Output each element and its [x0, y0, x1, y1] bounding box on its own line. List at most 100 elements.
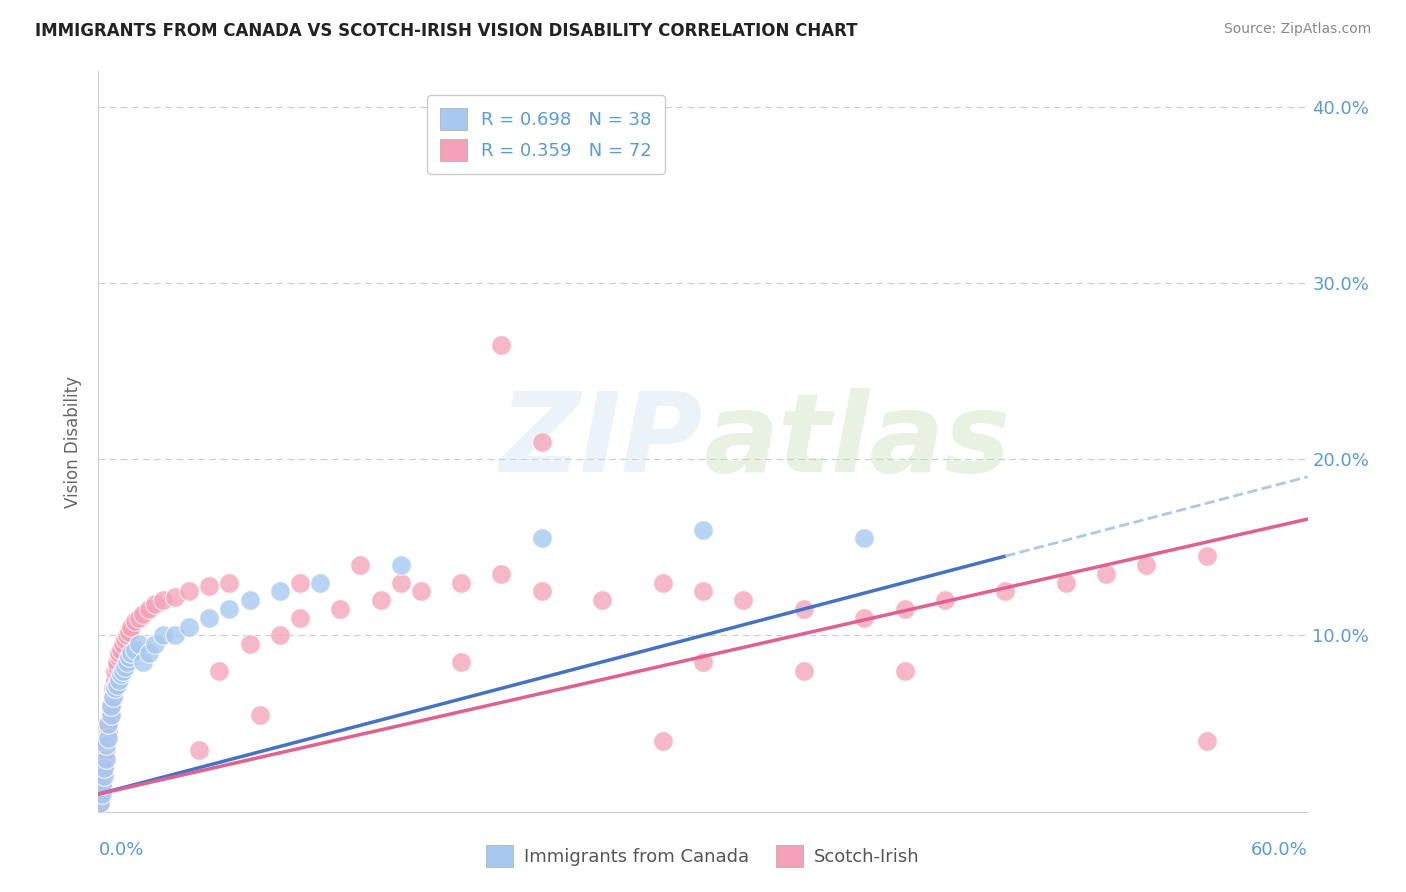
Point: [163, 590, 186, 604]
Point: [349, 558, 371, 572]
Point: [91, 778, 114, 792]
Point: [111, 637, 134, 651]
Point: [100, 707, 122, 722]
Point: [96, 752, 118, 766]
Point: [115, 628, 138, 642]
Point: [692, 523, 714, 537]
Point: [370, 593, 392, 607]
Point: [239, 593, 262, 607]
Point: [132, 607, 155, 622]
Point: [97, 725, 120, 739]
Point: [93, 752, 115, 766]
Text: IMMIGRANTS FROM CANADA VS SCOTCH-IRISH VISION DISABILITY CORRELATION CHART: IMMIGRANTS FROM CANADA VS SCOTCH-IRISH V…: [35, 22, 858, 40]
Point: [100, 698, 122, 713]
Point: [651, 575, 673, 590]
Point: [994, 584, 1017, 599]
Point: [530, 584, 553, 599]
Point: [100, 698, 122, 713]
Point: [107, 673, 129, 687]
Point: [105, 660, 128, 674]
Point: [103, 673, 125, 687]
Point: [110, 642, 132, 657]
Point: [124, 642, 146, 657]
Point: [733, 593, 755, 607]
Point: [1195, 734, 1218, 748]
Point: [1054, 575, 1077, 590]
Legend: Immigrants from Canada, Scotch-Irish: Immigrants from Canada, Scotch-Irish: [479, 838, 927, 874]
Point: [1095, 566, 1118, 581]
Text: ZIP: ZIP: [499, 388, 703, 495]
Point: [163, 628, 186, 642]
Point: [120, 619, 142, 633]
Point: [651, 734, 673, 748]
Point: [179, 584, 201, 599]
Point: [93, 761, 115, 775]
Point: [89, 796, 111, 810]
Point: [97, 731, 120, 745]
Point: [179, 619, 201, 633]
Point: [1195, 549, 1218, 563]
Point: [91, 778, 114, 792]
Point: [103, 681, 125, 696]
Point: [389, 558, 412, 572]
Point: [114, 660, 136, 674]
Point: [198, 611, 221, 625]
Point: [530, 434, 553, 449]
Text: 60.0%: 60.0%: [1251, 841, 1308, 859]
Point: [793, 602, 815, 616]
Point: [450, 575, 472, 590]
Point: [118, 624, 141, 639]
Point: [120, 646, 142, 660]
Point: [114, 632, 136, 646]
Point: [105, 655, 128, 669]
Point: [591, 593, 613, 607]
Point: [853, 611, 876, 625]
Point: [218, 575, 240, 590]
Point: [128, 637, 150, 651]
Point: [309, 575, 332, 590]
Point: [239, 637, 262, 651]
Point: [491, 337, 513, 351]
Point: [111, 664, 134, 678]
Point: [124, 615, 146, 629]
Point: [93, 761, 115, 775]
Point: [409, 584, 432, 599]
Point: [269, 628, 291, 642]
Point: [107, 646, 129, 660]
Point: [100, 707, 122, 722]
Legend: R = 0.698   N = 38, R = 0.359   N = 72: R = 0.698 N = 38, R = 0.359 N = 72: [427, 95, 665, 174]
Point: [110, 667, 132, 681]
Point: [96, 738, 118, 752]
Point: [89, 796, 111, 810]
Point: [152, 628, 174, 642]
Point: [96, 734, 118, 748]
Point: [152, 593, 174, 607]
Point: [389, 575, 412, 590]
Point: [89, 787, 111, 801]
Point: [329, 602, 352, 616]
Point: [91, 787, 114, 801]
Point: [208, 664, 231, 678]
Point: [128, 611, 150, 625]
Point: [97, 716, 120, 731]
Point: [853, 532, 876, 546]
Point: [198, 579, 221, 593]
Point: [288, 575, 311, 590]
Text: 0.0%: 0.0%: [98, 841, 143, 859]
Text: atlas: atlas: [703, 388, 1011, 495]
Point: [93, 769, 115, 783]
Point: [143, 637, 166, 651]
Point: [450, 655, 472, 669]
Point: [118, 649, 141, 664]
Point: [115, 655, 138, 669]
Point: [143, 597, 166, 611]
Point: [491, 566, 513, 581]
Point: [101, 690, 124, 705]
Point: [692, 655, 714, 669]
Point: [105, 678, 128, 692]
Text: Source: ZipAtlas.com: Source: ZipAtlas.com: [1223, 22, 1371, 37]
Point: [288, 611, 311, 625]
Point: [138, 602, 160, 616]
Point: [138, 646, 160, 660]
Point: [101, 681, 124, 696]
